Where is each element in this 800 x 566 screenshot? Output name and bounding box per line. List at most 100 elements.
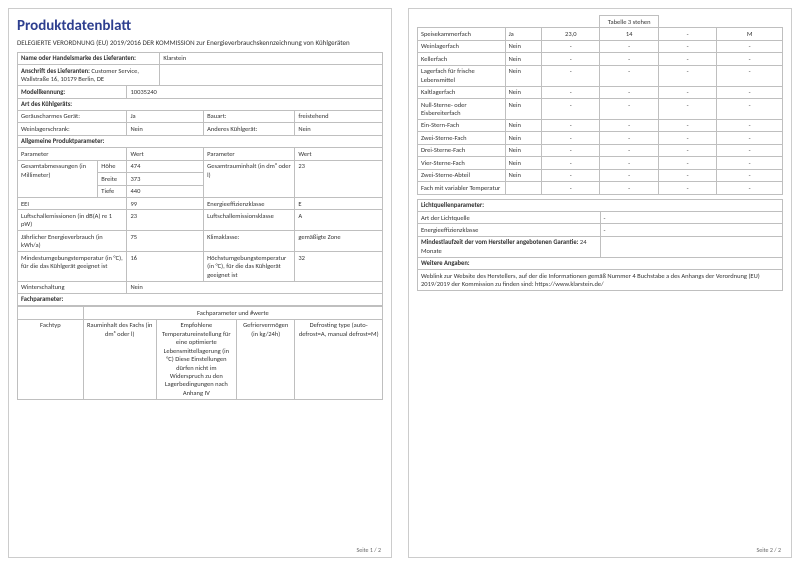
cell: A — [295, 210, 383, 231]
cell: 16 — [127, 252, 204, 281]
cell: - — [600, 119, 658, 131]
cell: Defrosting type (auto-defrost=A, manual … — [295, 319, 383, 399]
cell: Wert — [127, 148, 204, 160]
cell: 32 — [295, 252, 383, 281]
cell: - — [600, 212, 783, 224]
table-row: KaltlagerfachNein---- — [418, 86, 783, 98]
table-row: Zwei-Sterne-AbteilNein---- — [418, 169, 783, 181]
cell: Energieeffizienzklasse — [204, 198, 295, 210]
cell: - — [542, 86, 600, 98]
table-row: Null-Sterne- oder EisbereiterfachNein---… — [418, 99, 783, 120]
cell: - — [542, 99, 600, 120]
cell: - — [600, 99, 658, 120]
cell: - — [600, 40, 658, 52]
cell: - — [542, 157, 600, 169]
cell: Null-Sterne- oder Eisbereiterfach — [418, 99, 506, 120]
page-2: Tabelle 3 stehen SpeisekammerfachJa23,01… — [408, 8, 792, 558]
cell: - — [717, 169, 783, 181]
cell: Zwei-Sterne-Abteil — [418, 169, 506, 181]
cell: Mindestlaufzeit der vom Hersteller angeb… — [418, 236, 601, 257]
cell: Nein — [505, 144, 542, 156]
cell: Höhe — [98, 160, 127, 172]
cell: - — [717, 40, 783, 52]
cell: Name oder Handelsmarke des Lieferanten: — [18, 52, 160, 64]
cell: 474 — [127, 160, 204, 172]
cell: Jährlicher Energieverbrauch (in kWh/a) — [18, 231, 127, 252]
cell: Zwei-Sterne-Fach — [418, 132, 506, 144]
cell: E — [295, 198, 383, 210]
cell: Weitere Angaben: — [418, 257, 783, 269]
light-table: Lichtquellenparameter: Art der Lichtquel… — [417, 199, 783, 292]
cell — [600, 236, 783, 257]
cell: Nein — [505, 157, 542, 169]
cell: Lichtquellenparameter: — [418, 199, 783, 211]
cell: M — [717, 28, 783, 40]
cell: - — [658, 65, 716, 86]
page-footer: Seite 2 / 2 — [756, 546, 781, 554]
cell: Nein — [127, 281, 383, 293]
cell: 23,0 — [542, 28, 600, 40]
cell: - — [658, 169, 716, 181]
cell: - — [600, 53, 658, 65]
cell: Energieeffizienzklasse — [418, 224, 601, 236]
cell: Weblink zur Website des Herstellers, auf… — [418, 270, 783, 291]
cell: - — [600, 86, 658, 98]
cell: Lagerfach für frische Lebensmittel — [418, 65, 506, 86]
cell: gemäßigte Zone — [295, 231, 383, 252]
cell: EEI — [18, 198, 127, 210]
cell: - — [542, 119, 600, 131]
cell: - — [600, 65, 658, 86]
cell: - — [542, 144, 600, 156]
cell: - — [658, 132, 716, 144]
cell: Fachparameter und #werte — [83, 307, 382, 319]
cell: Empfohlene Temperatureinstellung für ein… — [156, 319, 236, 399]
cell: Nein — [505, 53, 542, 65]
table-row: KellerfachNein---- — [418, 53, 783, 65]
cell: Bauart: — [204, 110, 295, 122]
cell: Nein — [505, 86, 542, 98]
cell: Gesamtrauminhalt (in dm³ oder l) — [204, 160, 295, 197]
cell: 373 — [127, 173, 204, 185]
cell: Art der Lichtquelle — [418, 212, 601, 224]
cell: Wert — [295, 148, 383, 160]
cell: Nein — [295, 123, 383, 135]
cell: Nein — [505, 169, 542, 181]
table-row: WeinlagerfachNein---- — [418, 40, 783, 52]
cell: - — [600, 144, 658, 156]
cell: Nein — [505, 99, 542, 120]
cell: - — [542, 53, 600, 65]
cell: - — [600, 169, 658, 181]
cell: Fach mit variabler Temperatur — [418, 182, 506, 194]
cell: Rauminhalt des Fachs (in dm³ oder l) — [83, 319, 156, 399]
cell: - — [658, 40, 716, 52]
page-1: Produktdatenblatt DELEGIERTE VERORDNUNG … — [8, 8, 392, 558]
cell: - — [717, 86, 783, 98]
compartment-header-table: Fachparameter und #werte Fachtyp Rauminh… — [17, 306, 383, 399]
cell: Parameter — [204, 148, 295, 160]
cell: Klarstein — [160, 52, 383, 64]
cell: Fachparameter: — [18, 293, 383, 305]
cell: Nein — [505, 40, 542, 52]
cell: - — [658, 119, 716, 131]
cell: - — [542, 182, 600, 194]
page-title: Produktdatenblatt — [17, 17, 383, 35]
cell: Weinlagerschrank: — [18, 123, 127, 135]
cell: - — [658, 157, 716, 169]
cell — [505, 182, 542, 194]
cell: 23 — [127, 210, 204, 231]
cell: Tiefe — [98, 185, 127, 197]
cell: Kellerfach — [418, 53, 506, 65]
cell: Drei-Sterne-Fach — [418, 144, 506, 156]
cell: Parameter — [18, 148, 127, 160]
cell: Gefriervermögen (in kg/24h) — [236, 319, 294, 399]
cell: - — [542, 40, 600, 52]
cell: Vier-Sterne-Fach — [418, 157, 506, 169]
cell: Art des Kühlgeräts: — [18, 98, 383, 110]
info-table: Name oder Handelsmarke des Lieferanten:K… — [17, 52, 383, 307]
cell: - — [600, 132, 658, 144]
cell: 23 — [295, 160, 383, 197]
cell: Nein — [505, 119, 542, 131]
cell: Höchstumgebungstemperatur (in °C), für d… — [204, 252, 295, 281]
cell: Anderes Kühlgerät: — [204, 123, 295, 135]
cell: - — [658, 99, 716, 120]
